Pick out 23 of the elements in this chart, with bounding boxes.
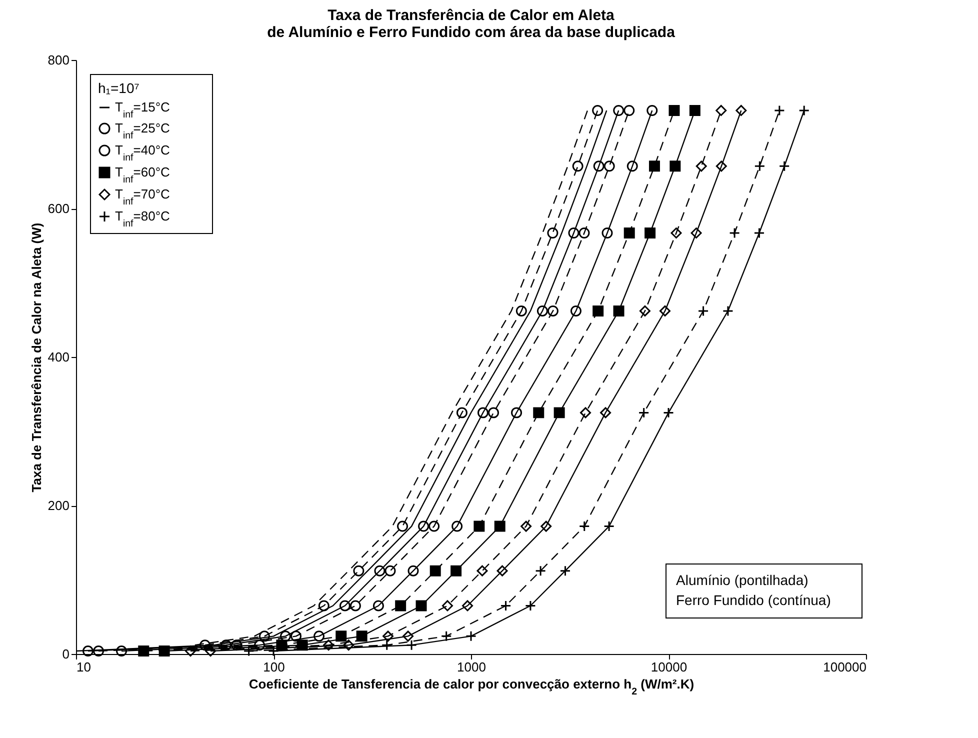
x-tick-label: 100000 xyxy=(823,660,866,674)
text: Taxa de Transferência de Calor em Aleta xyxy=(328,7,614,24)
y-axis-title: Taxa de Transferência de Calor na Aleta (W) xyxy=(28,222,44,492)
y-tick-label: 200 xyxy=(48,498,70,513)
x-axis-title: Coeficiente de Tansferencia de calor por convecção externo h$_{2}$ (W/m².K) xyxy=(248,676,694,697)
legend-label: T$_{inf}$=15°C xyxy=(115,100,170,120)
text: de Alumínio e Ferro Fundido com área da base duplicada xyxy=(267,24,675,41)
y-tick-label: 800 xyxy=(48,52,70,68)
legend-label: T$_{inf}$=25°C xyxy=(115,120,170,141)
x-tick-label: 1000 xyxy=(457,660,486,674)
y-tick-label: 400 xyxy=(48,350,70,364)
x-tick-label: 10000 xyxy=(650,660,688,674)
y-tick-label: 0 xyxy=(62,646,70,662)
legend-label: T$_{inf}$=80°C xyxy=(115,208,170,229)
legend-label: T$_{inf}$=60°C xyxy=(115,164,170,185)
annotation: Alumínio (pontilhada) xyxy=(676,572,808,588)
x-tick-label: 100 xyxy=(263,660,285,674)
x-tick-label: 10 xyxy=(76,660,91,674)
legend-title: h₁=10⁷ xyxy=(98,80,140,96)
annotation: Ferro Fundido (contínua) xyxy=(676,592,831,608)
legend-label: T$_{inf}$=70°C xyxy=(115,186,170,207)
y-tick-label: 600 xyxy=(48,201,70,216)
legend-label: T$_{inf}$=40°C xyxy=(115,142,170,163)
